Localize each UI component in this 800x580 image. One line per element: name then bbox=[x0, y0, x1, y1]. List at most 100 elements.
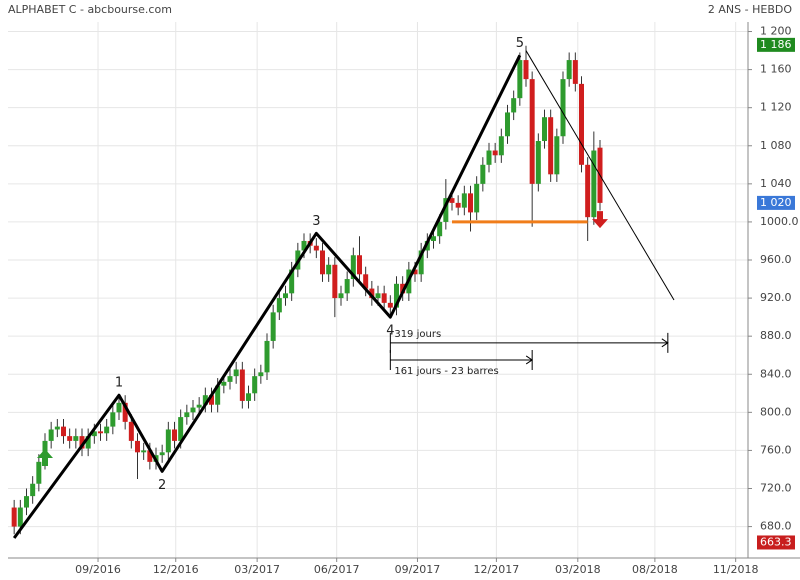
candle-body bbox=[24, 496, 29, 508]
candle-body bbox=[141, 450, 147, 453]
candle-body bbox=[535, 141, 541, 184]
candle-body bbox=[110, 412, 116, 427]
candle-body bbox=[350, 255, 356, 280]
candle-body bbox=[326, 264, 332, 275]
candle-body bbox=[276, 298, 282, 313]
candle-body bbox=[98, 431, 103, 434]
measure-line bbox=[389, 332, 669, 353]
candle-body bbox=[85, 436, 91, 449]
x-tick-label: 12/2017 bbox=[474, 563, 520, 576]
x-tick-label: 03/2018 bbox=[555, 563, 601, 576]
candle-body bbox=[320, 250, 325, 275]
chart-title: ALPHABET C - abcbourse.com bbox=[8, 3, 172, 16]
y-tick-label: 720.0 bbox=[760, 482, 792, 495]
candle-body bbox=[79, 436, 85, 449]
candle-body bbox=[363, 274, 369, 289]
candle-body bbox=[505, 112, 510, 137]
y-tick-label: 920.0 bbox=[760, 291, 792, 304]
wave-label: 5 bbox=[516, 36, 524, 51]
candle-body bbox=[30, 483, 36, 497]
candle-body bbox=[17, 507, 23, 527]
candle-body bbox=[344, 279, 350, 294]
candle-body bbox=[375, 293, 381, 299]
candle-body bbox=[566, 60, 572, 80]
y-tick-label: 800.0 bbox=[760, 405, 792, 418]
candle-body bbox=[184, 412, 190, 418]
candle-body bbox=[443, 198, 449, 222]
candle-body bbox=[178, 417, 184, 441]
wave-line bbox=[12, 54, 522, 539]
candle-body bbox=[313, 245, 319, 251]
price-badge-label: 1 186 bbox=[760, 38, 792, 51]
candle-body bbox=[165, 429, 171, 453]
candle-body bbox=[233, 369, 239, 377]
candle-body bbox=[270, 312, 276, 341]
candle-body bbox=[480, 164, 486, 184]
candle-body bbox=[381, 293, 387, 303]
x-tick-label: 08/2018 bbox=[632, 563, 678, 576]
candle-body bbox=[461, 193, 467, 208]
candle-body bbox=[61, 426, 66, 437]
y-tick-label: 760.0 bbox=[760, 443, 792, 456]
y-tick-label: 840.0 bbox=[760, 367, 792, 380]
candle-body bbox=[215, 385, 221, 405]
candle-body bbox=[301, 240, 307, 251]
candle-body bbox=[394, 283, 399, 308]
candle-body bbox=[498, 136, 504, 156]
candle-body bbox=[517, 60, 523, 99]
candle-body bbox=[246, 393, 251, 401]
candle-body bbox=[449, 198, 455, 203]
candle-body bbox=[289, 269, 295, 294]
x-tick-label: 09/2016 bbox=[75, 563, 121, 576]
measure-line bbox=[389, 349, 534, 370]
y-tick-label: 680.0 bbox=[760, 520, 792, 533]
candle-body bbox=[455, 202, 461, 208]
candle-body bbox=[116, 402, 122, 413]
candle-body bbox=[332, 264, 338, 299]
y-tick-label: 1000.0 bbox=[760, 215, 799, 228]
candle-body bbox=[585, 164, 591, 218]
candle-body bbox=[369, 288, 375, 299]
y-tick-label: 1 120 bbox=[760, 101, 792, 114]
measure-label: 319 jours bbox=[394, 329, 441, 340]
candle-body bbox=[190, 407, 196, 413]
price-badge bbox=[757, 195, 795, 210]
wave-label: 3 bbox=[312, 214, 320, 229]
candle-body bbox=[437, 221, 443, 237]
candle-body bbox=[147, 450, 153, 462]
candle-body bbox=[431, 236, 436, 241]
candle-body bbox=[400, 283, 406, 294]
candle-body bbox=[418, 250, 424, 275]
candle-body bbox=[104, 426, 110, 434]
trend-line bbox=[525, 50, 675, 301]
candle-body bbox=[252, 376, 258, 394]
y-tick-label: 1 040 bbox=[760, 177, 792, 190]
measure-label: 161 jours - 23 barres bbox=[394, 366, 498, 377]
candle-body bbox=[511, 98, 517, 113]
candle-body bbox=[196, 404, 202, 408]
candle-body bbox=[258, 372, 264, 377]
candle-body bbox=[412, 269, 418, 275]
x-tick-label: 06/2017 bbox=[314, 563, 360, 576]
candle-body bbox=[48, 429, 54, 441]
candle-body bbox=[36, 461, 42, 484]
x-tick-label: 03/2017 bbox=[234, 563, 280, 576]
x-tick-label: 11/2018 bbox=[713, 563, 759, 576]
y-tick-label: 1 080 bbox=[760, 139, 792, 152]
signal-arrow bbox=[592, 211, 608, 229]
candle-body bbox=[579, 83, 584, 165]
candle-body bbox=[554, 136, 560, 175]
candle-body bbox=[91, 431, 97, 437]
price-badge-label: 1 020 bbox=[760, 196, 792, 209]
candle-body bbox=[54, 426, 60, 430]
candle-body bbox=[542, 117, 547, 142]
candle-body bbox=[202, 395, 208, 405]
candle-body bbox=[227, 376, 233, 382]
candle-body bbox=[264, 340, 270, 373]
candle-body bbox=[221, 381, 227, 386]
candle-body bbox=[283, 293, 288, 299]
candle-body bbox=[523, 60, 529, 80]
candle-body bbox=[239, 369, 245, 401]
